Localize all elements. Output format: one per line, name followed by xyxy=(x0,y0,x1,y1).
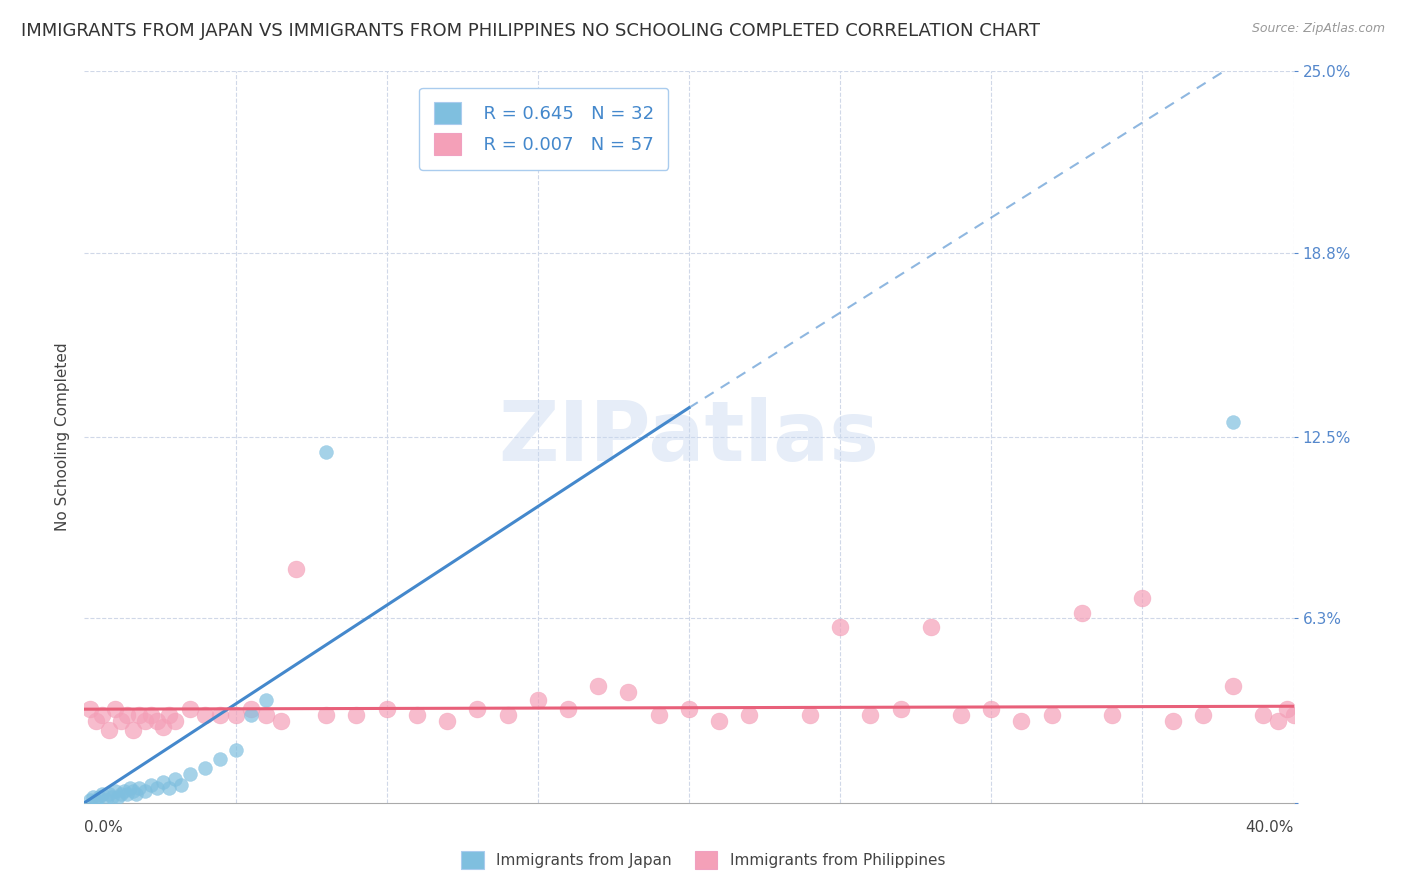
Point xyxy=(121,784,143,798)
Point xyxy=(110,787,132,801)
Point xyxy=(648,708,671,723)
Point xyxy=(496,708,519,723)
Point xyxy=(146,781,169,796)
Point xyxy=(239,702,262,716)
Point xyxy=(94,793,117,807)
Point xyxy=(165,772,187,787)
Point xyxy=(950,708,973,723)
Legend: Immigrants from Japan, Immigrants from Philippines: Immigrants from Japan, Immigrants from P… xyxy=(454,845,952,875)
Point xyxy=(194,708,217,723)
Point xyxy=(91,708,114,723)
Point xyxy=(588,679,610,693)
Point xyxy=(209,752,232,766)
Point xyxy=(139,778,162,792)
Point xyxy=(1161,714,1184,728)
Point xyxy=(165,714,187,728)
Point xyxy=(225,708,247,723)
Point xyxy=(1192,708,1215,723)
Point xyxy=(194,761,217,775)
Point xyxy=(1101,708,1123,723)
Point xyxy=(830,620,852,634)
Point xyxy=(920,620,942,634)
Point xyxy=(112,784,135,798)
Point xyxy=(557,702,579,716)
Point xyxy=(1222,679,1244,693)
Point xyxy=(315,708,337,723)
Point xyxy=(225,743,247,757)
Point xyxy=(86,793,108,807)
Point xyxy=(115,708,138,723)
Point xyxy=(170,778,193,792)
Text: 0.0%: 0.0% xyxy=(84,820,124,835)
Point xyxy=(107,789,129,804)
Point xyxy=(239,708,262,723)
Point xyxy=(1277,702,1299,716)
Point xyxy=(1040,708,1063,723)
Point xyxy=(738,708,761,723)
Point xyxy=(79,702,101,716)
Point xyxy=(270,714,292,728)
Point xyxy=(86,714,108,728)
Point xyxy=(121,723,143,737)
Point xyxy=(128,708,150,723)
Point xyxy=(157,708,180,723)
Y-axis label: No Schooling Completed: No Schooling Completed xyxy=(55,343,70,532)
Point xyxy=(285,562,308,576)
Point xyxy=(104,702,127,716)
Point xyxy=(152,720,174,734)
Point xyxy=(1130,591,1153,605)
Point xyxy=(128,781,150,796)
Point xyxy=(1222,416,1244,430)
Point xyxy=(1071,606,1094,620)
Text: Source: ZipAtlas.com: Source: ZipAtlas.com xyxy=(1251,22,1385,36)
Text: 40.0%: 40.0% xyxy=(1246,820,1294,835)
Point xyxy=(678,702,700,716)
Point xyxy=(152,775,174,789)
Point xyxy=(1253,708,1275,723)
Point xyxy=(1011,714,1033,728)
Text: IMMIGRANTS FROM JAPAN VS IMMIGRANTS FROM PHILIPPINES NO SCHOOLING COMPLETED CORR: IMMIGRANTS FROM JAPAN VS IMMIGRANTS FROM… xyxy=(21,22,1040,40)
Point xyxy=(82,789,104,804)
Point xyxy=(436,714,458,728)
Text: ZIPatlas: ZIPatlas xyxy=(499,397,879,477)
Point xyxy=(157,781,180,796)
Point xyxy=(179,766,201,780)
Point xyxy=(89,789,111,804)
Point xyxy=(1267,714,1289,728)
Point xyxy=(91,787,114,801)
Point xyxy=(125,787,148,801)
Point xyxy=(110,714,132,728)
Point xyxy=(115,787,138,801)
Point xyxy=(104,784,127,798)
Point xyxy=(617,684,640,698)
Point xyxy=(859,708,882,723)
Point xyxy=(254,693,277,707)
Point xyxy=(118,781,141,796)
Point xyxy=(709,714,731,728)
Point xyxy=(890,702,912,716)
Point xyxy=(139,708,162,723)
Point xyxy=(467,702,489,716)
Point xyxy=(179,702,201,716)
Legend:   R = 0.645   N = 32,   R = 0.007   N = 57: R = 0.645 N = 32, R = 0.007 N = 57 xyxy=(419,87,668,169)
Point xyxy=(346,708,368,723)
Point xyxy=(1282,708,1305,723)
Point xyxy=(97,787,120,801)
Point xyxy=(209,708,232,723)
Point xyxy=(134,784,156,798)
Point xyxy=(315,444,337,458)
Point xyxy=(79,793,101,807)
Point xyxy=(254,708,277,723)
Point xyxy=(406,708,429,723)
Point xyxy=(799,708,821,723)
Point xyxy=(146,714,169,728)
Point xyxy=(980,702,1002,716)
Point xyxy=(97,723,120,737)
Point xyxy=(100,789,122,804)
Point xyxy=(134,714,156,728)
Point xyxy=(527,693,550,707)
Point xyxy=(375,702,398,716)
